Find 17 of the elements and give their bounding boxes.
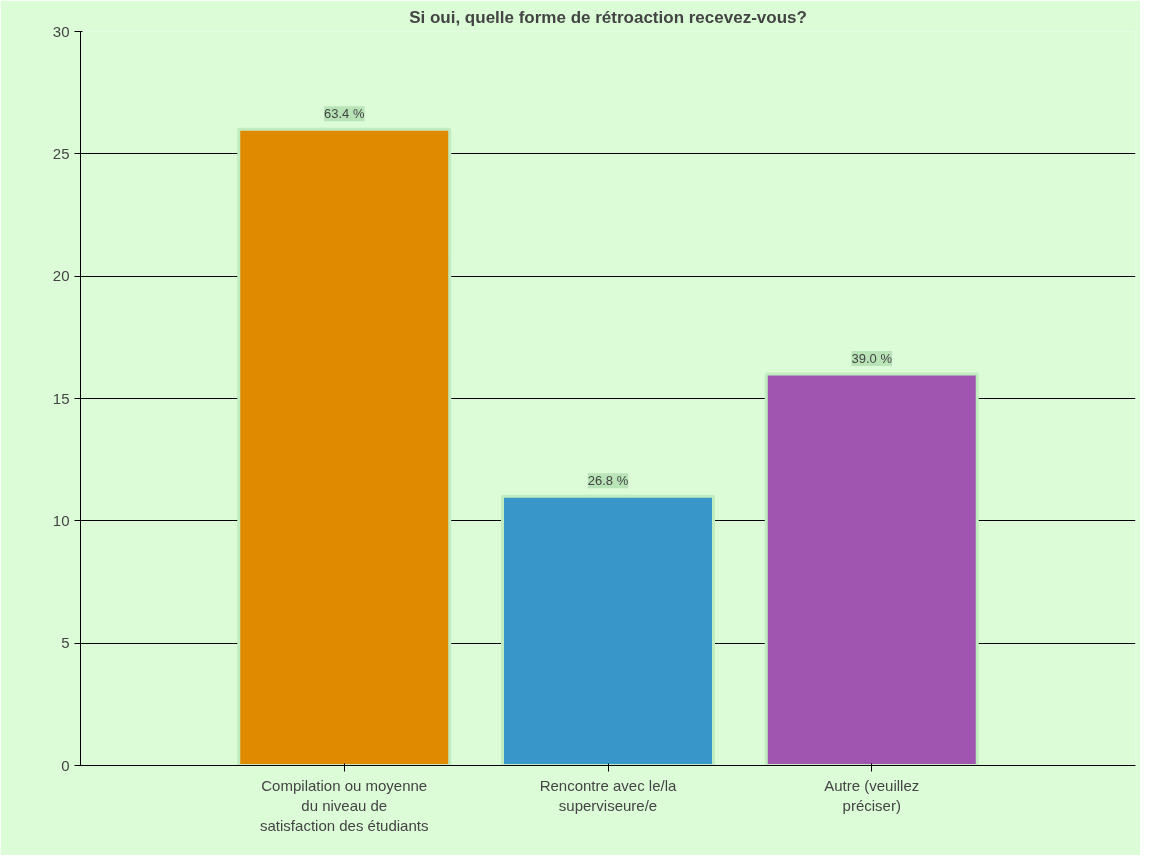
y-tick-label: 5 [61, 634, 70, 652]
annotation: 39.0 % [851, 351, 893, 367]
y-tick-label: 0 [61, 756, 70, 774]
x-tick-label: Rencontre avec le/la superviseure/e [539, 776, 678, 814]
y-tick-label: 10 [52, 511, 70, 529]
annotation: 26.8 % [587, 473, 629, 489]
y-tick-label: 15 [52, 389, 70, 407]
bar [501, 494, 715, 766]
y-tick-label: 25 [52, 144, 70, 162]
bar [237, 127, 452, 766]
chart-title: Si oui, quelle forme de rétroaction recevez-vous? [409, 7, 807, 27]
x-tick-label: Autre (veuillez préciser) [824, 776, 920, 814]
annotation: 63.4 % [324, 106, 365, 122]
y-tick-label: 30 [52, 22, 70, 40]
x-tick-label: Compilation ou moyenne du niveau de satisfaction des étudiants [260, 776, 429, 835]
bar [764, 372, 979, 766]
y-tick-label: 20 [52, 267, 70, 285]
